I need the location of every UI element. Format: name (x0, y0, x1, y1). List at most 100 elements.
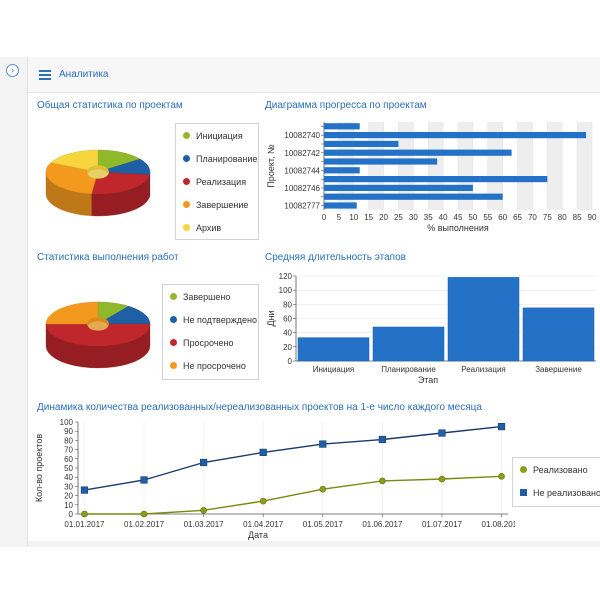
stats-legend: Инициация Планирование Реализация Завершени… (175, 123, 259, 240)
sidebar-toggle-icon[interactable]: › (6, 64, 19, 77)
legend-item[interactable]: Не подтверждено (163, 308, 258, 331)
x-tick-label: 01.05.2017 (303, 520, 344, 529)
grid-band (517, 122, 533, 210)
x-tick-label: 01.07.2017 (422, 520, 463, 529)
legend-item[interactable]: Архив (176, 216, 258, 239)
x-axis-label: Этап (418, 375, 438, 385)
bar (324, 132, 587, 139)
data-point (200, 507, 207, 514)
bar (324, 167, 360, 174)
x-tick-label: 15 (364, 213, 373, 222)
pie-slice (97, 301, 130, 325)
x-tick-label: 01.02.2017 (124, 520, 165, 529)
x-tick-label: 60 (498, 213, 507, 222)
legend-label: Реализовано (533, 464, 588, 475)
x-tick-label: Завершение (535, 365, 582, 374)
pie-hole-highlight (88, 321, 108, 331)
x-tick-label: 85 (573, 213, 582, 222)
data-point (259, 497, 267, 505)
legend-item[interactable]: Не реализовано (513, 481, 600, 504)
duration-bar-chart: 0 20 40 60 80 100 120 Инициация Планирование Реал… (266, 272, 596, 385)
y-tick-label: 0 (69, 510, 74, 519)
legend-item[interactable]: Не просрочено (163, 354, 258, 377)
x-tick-label: 25 (394, 213, 403, 222)
y-axis-label: Дни (266, 310, 276, 326)
x-tick-label: 0 (322, 213, 327, 222)
top-bar: Аналитика (28, 57, 600, 93)
work-pie-chart (45, 301, 151, 369)
progress-bar-chart: 0 5 10 15 20 25 30 35 40 45 50 55 60 65 70 75 80 85 90 1008… (266, 122, 597, 233)
y-tick-label: 0 (288, 357, 293, 366)
bar (522, 307, 595, 362)
grid-band (547, 122, 563, 210)
dynamics-section-title: Динамика количества реализованных/нереал… (37, 402, 482, 413)
duration-section-title: Средняя длительность этапов (265, 252, 406, 263)
legend-marker-icon (183, 155, 190, 162)
x-tick-label: 01.04.2017 (243, 520, 284, 529)
x-tick-label: 01.01.2017 (64, 520, 105, 529)
data-point (378, 435, 386, 444)
legend-marker-icon (183, 224, 190, 231)
work-section-title: Статистика выполнения работ (37, 252, 179, 263)
bar (324, 184, 473, 191)
legend-item[interactable]: Реализация (176, 170, 258, 193)
legend-marker-icon (520, 489, 527, 496)
y-tick-label: 100 (60, 418, 74, 427)
legend-marker-icon (170, 316, 177, 323)
legend-item[interactable]: Реализовано (513, 458, 600, 481)
x-tick-label: 65 (513, 213, 522, 222)
legend-marker-icon (170, 293, 177, 300)
pie-slice (50, 149, 99, 173)
y-tick-label: 10082744 (284, 166, 320, 175)
bar (324, 149, 512, 156)
work-legend: Завершено Не подтверждено Просрочено Не про… (162, 284, 259, 380)
legend-label: Завершение (196, 199, 249, 210)
bar (447, 277, 520, 362)
pie-hole (87, 317, 109, 331)
pie-slice (97, 158, 151, 176)
legend-label: Просрочено (183, 337, 234, 348)
y-tick-label: 120 (279, 272, 293, 281)
legend-label: Завершено (183, 291, 231, 302)
sidebar (0, 57, 28, 547)
pie-hole-highlight (88, 169, 108, 179)
bar (324, 193, 503, 200)
pie-slice (45, 162, 99, 195)
data-point (438, 429, 446, 437)
y-tick-label: 10 (64, 501, 73, 510)
page-title: Аналитика (59, 69, 109, 80)
x-tick-label: 01.06.2017 (362, 520, 403, 529)
data-point (438, 475, 446, 483)
bar (324, 202, 357, 209)
y-tick-label: 40 (64, 473, 73, 482)
y-axis-label: Проект, № (266, 144, 276, 188)
pie-slice (45, 323, 151, 347)
bar (324, 140, 399, 147)
x-tick-label: 20 (379, 213, 388, 222)
pie-hole (87, 165, 109, 179)
legend-label: Реализация (196, 176, 247, 187)
legend-item[interactable]: Завершено (163, 285, 258, 308)
x-tick-label: 10 (349, 213, 358, 222)
y-tick-label: 90 (64, 427, 73, 436)
data-point (200, 458, 208, 467)
y-tick-label: 70 (64, 446, 73, 455)
legend-item[interactable]: Просрочено (163, 331, 258, 354)
menu-icon[interactable] (39, 70, 51, 80)
y-tick-label: 60 (283, 315, 292, 324)
bottom-bar (28, 541, 600, 547)
y-tick-label: 60 (64, 455, 73, 464)
bar (297, 337, 370, 362)
legend-item[interactable]: Планирование (176, 147, 258, 170)
x-tick-label: 90 (588, 213, 597, 222)
y-axis-label: Кол-во проектов (34, 434, 44, 502)
x-tick-label: 35 (424, 213, 433, 222)
x-tick-label: 30 (409, 213, 418, 222)
legend-marker-icon (170, 362, 177, 369)
x-tick-label: 45 (454, 213, 463, 222)
legend-item[interactable]: Завершение (176, 193, 258, 216)
y-tick-label: 40 (283, 329, 292, 338)
legend-item[interactable]: Инициация (176, 124, 258, 147)
x-tick-label: 55 (483, 213, 492, 222)
